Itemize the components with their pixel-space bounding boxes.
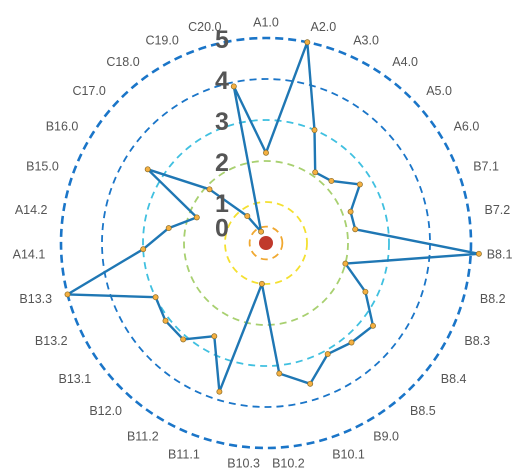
rings-layer (59, 36, 473, 450)
data-point-B11.2 (211, 333, 218, 340)
data-point-A6.0 (356, 181, 363, 188)
data-point-B9.0 (324, 351, 331, 358)
category-label-B8.2: B8.2 (480, 292, 506, 306)
category-label-B10.3: B10.3 (227, 456, 260, 470)
ring-label-0: 0 (215, 215, 229, 243)
data-point-B10.1 (307, 380, 314, 387)
data-point-C20.0 (230, 83, 237, 90)
points-layer (64, 39, 482, 395)
category-label-B8.3: B8.3 (464, 334, 490, 348)
category-label-A6.0: A6.0 (454, 120, 480, 134)
category-label-C17.0: C17.0 (72, 84, 105, 98)
category-label-B13.3: B13.3 (19, 292, 52, 306)
category-label-B10.1: B10.1 (332, 447, 365, 461)
ring-label-4: 4 (215, 67, 229, 95)
data-point-B12.0 (180, 336, 187, 343)
data-point-B7.2 (352, 226, 359, 233)
category-label-B8.1: B8.1 (487, 248, 513, 262)
data-point-A4.0 (312, 169, 319, 176)
category-label-B13.2: B13.2 (35, 334, 68, 348)
category-label-A14.1: A14.1 (13, 248, 46, 262)
data-point-C19.0 (258, 228, 265, 235)
data-point-B13.1 (162, 317, 169, 324)
category-label-A3.0: A3.0 (353, 33, 379, 47)
category-label-A2.0: A2.0 (311, 20, 337, 34)
center-marker (259, 236, 273, 250)
data-point-B10.3 (258, 280, 265, 287)
data-point-A1.0 (263, 149, 269, 156)
category-label-B8.4: B8.4 (441, 372, 467, 386)
data-point-B16.0 (144, 166, 151, 173)
ring-3 (142, 119, 390, 367)
category-label-B12.0: B12.0 (89, 404, 122, 418)
category-label-C19.0: C19.0 (145, 33, 178, 47)
category-label-A1.0: A1.0 (253, 16, 279, 30)
data-point-B11.1 (216, 388, 223, 395)
ring-1 (224, 201, 308, 285)
category-label-C18.0: C18.0 (106, 55, 139, 69)
category-label-B7.1: B7.1 (473, 160, 499, 174)
data-point-A2.0 (304, 39, 311, 46)
data-point-B13.2 (152, 294, 159, 301)
ring-labels-layer: 01 2 3 4 5 (215, 26, 229, 243)
category-label-B16.0: B16.0 (46, 120, 79, 134)
ring-label-3: 3 (215, 108, 229, 136)
data-point-B8.4 (370, 322, 376, 329)
ring-2 (183, 160, 349, 326)
category-label-B11.1: B11.1 (168, 447, 200, 461)
data-point-A5.0 (328, 177, 335, 184)
data-point-B10.2 (276, 370, 283, 377)
ring-label-2: 2 (215, 149, 229, 177)
category-label-C20.0: C20.0 (188, 20, 221, 34)
category-label-A5.0: A5.0 (426, 84, 452, 98)
ring-0 (248, 225, 284, 261)
category-label-B9.0: B9.0 (373, 430, 399, 444)
data-point-A14.1 (140, 246, 147, 253)
ring-label-5: 5 (215, 26, 229, 54)
data-point-A3.0 (311, 127, 318, 133)
data-point-C18.0 (244, 213, 251, 220)
category-label-B8.5: B8.5 (410, 404, 436, 418)
category-label-B13.1: B13.1 (59, 372, 92, 386)
data-point-C17.0 (206, 186, 213, 193)
data-point-B7.1 (347, 208, 354, 215)
ring-5 (59, 36, 473, 450)
category-label-A4.0: A4.0 (392, 55, 418, 69)
data-point-B8.5 (348, 339, 355, 346)
series-line-0 (66, 41, 481, 393)
data-point-B8.1 (475, 250, 482, 257)
category-label-B15.0: B15.0 (26, 160, 59, 174)
category-label-A14.2: A14.2 (15, 203, 48, 217)
category-label-B7.2: B7.2 (485, 203, 511, 217)
data-point-B8.2 (342, 260, 349, 267)
data-point-B13.3 (64, 291, 71, 298)
data-point-A14.2 (165, 225, 172, 232)
category-labels-layer: A1.0 A2.0 A3.0 A4.0 A5.0 A6.0 B7.1 B7.2 B8.1 B8.2… (13, 16, 513, 470)
series-layer (66, 41, 481, 393)
data-point-B15.0 (193, 214, 200, 221)
ring-label-1: 1 (215, 190, 229, 218)
category-label-B11.2: B11.2 (127, 430, 159, 444)
category-label-B10.2: B10.2 (272, 456, 305, 470)
data-point-B8.3 (362, 288, 369, 295)
